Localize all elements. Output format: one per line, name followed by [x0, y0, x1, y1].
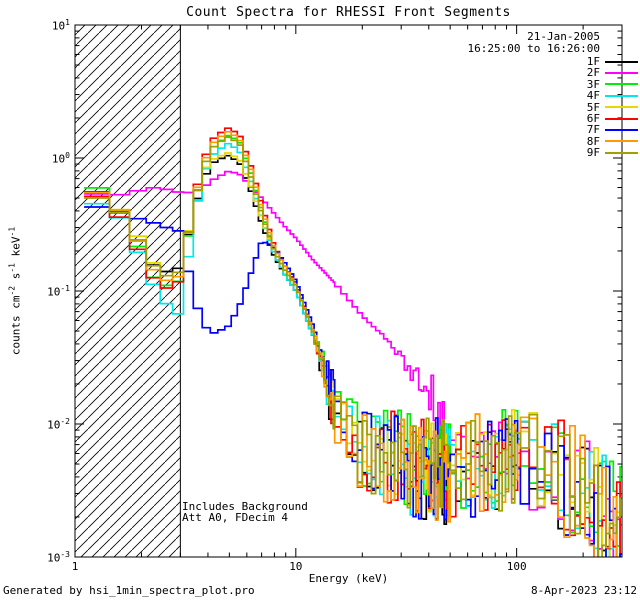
legend-label: 2F — [586, 66, 600, 80]
legend-item-5F: 5F — [586, 100, 638, 114]
legend-color-line — [605, 106, 638, 109]
axis-ticks — [74, 24, 622, 558]
legend-item-7F: 7F — [586, 123, 638, 137]
footer-datetime: 8-Apr-2023 23:12 — [531, 584, 637, 597]
x-tick-label: 10 — [289, 560, 303, 573]
legend-color-line — [605, 151, 638, 154]
y-tick-label: 10-1 — [47, 284, 70, 299]
y-tick-label: 101 — [51, 18, 70, 33]
legend-label: 9F — [586, 146, 600, 160]
y-tick-label: 10-3 — [47, 550, 70, 565]
y-tick-label: 10-2 — [47, 417, 70, 432]
legend-color-line — [605, 140, 638, 143]
x-tick-label: 100 — [506, 560, 527, 573]
annotation-attenuator-state: Att A0, FDecim 4 — [182, 511, 288, 524]
legend: 1F 2F 3F 4F 5F 6F 7F 8F 9F — [587, 56, 638, 159]
y-tick-label: 100 — [51, 151, 70, 166]
legend-color-line — [605, 72, 638, 75]
plot-frame — [74, 24, 623, 558]
legend-item-8F: 8F — [586, 134, 638, 148]
legend-item-3F: 3F — [586, 77, 638, 91]
hatched-low-energy-region — [75, 25, 181, 557]
legend-label: 8F — [586, 134, 600, 148]
legend-item-9F: 9F — [586, 146, 638, 160]
plot-title: Count Spectra for RHESSI Front Segments — [186, 5, 511, 20]
x-tick-label: 1 — [71, 560, 79, 573]
legend-label: 4F — [586, 89, 600, 103]
date-label: 21-Jan-2005 — [527, 30, 600, 43]
series-4F — [84, 142, 622, 557]
x-axis-label: Energy (keV) — [308, 572, 389, 585]
time-range-label: 16:25:00 to 16:26:00 — [467, 42, 600, 55]
series-5F — [84, 152, 622, 557]
legend-item-6F: 6F — [587, 113, 638, 124]
series-2F — [84, 170, 621, 557]
legend-item-2F: 2F — [586, 66, 638, 80]
footer-generated-by: Generated by hsi_1min_spectra_plot.pro — [3, 584, 255, 597]
legend-color-line — [605, 83, 638, 86]
legend-color-line — [605, 129, 638, 132]
y-axis-label: counts cm-2 s-1 keV-1 — [7, 226, 23, 356]
legend-color-line — [605, 94, 638, 97]
legend-item-4F: 4F — [586, 89, 638, 103]
legend-label: 1F — [586, 55, 600, 68]
legend-label: 6F — [586, 111, 600, 125]
annotation-includes-background: Includes Background — [182, 500, 308, 513]
legend-color-line — [605, 60, 638, 63]
legend-label: 5F — [586, 100, 600, 114]
series-9F — [84, 136, 622, 557]
legend-label: 3F — [586, 77, 600, 91]
legend-item-1F: 1F — [587, 56, 638, 67]
spectra-series-group — [84, 127, 622, 557]
series-7F — [84, 206, 622, 557]
legend-label: 7F — [586, 123, 600, 137]
legend-color-line — [605, 117, 638, 120]
